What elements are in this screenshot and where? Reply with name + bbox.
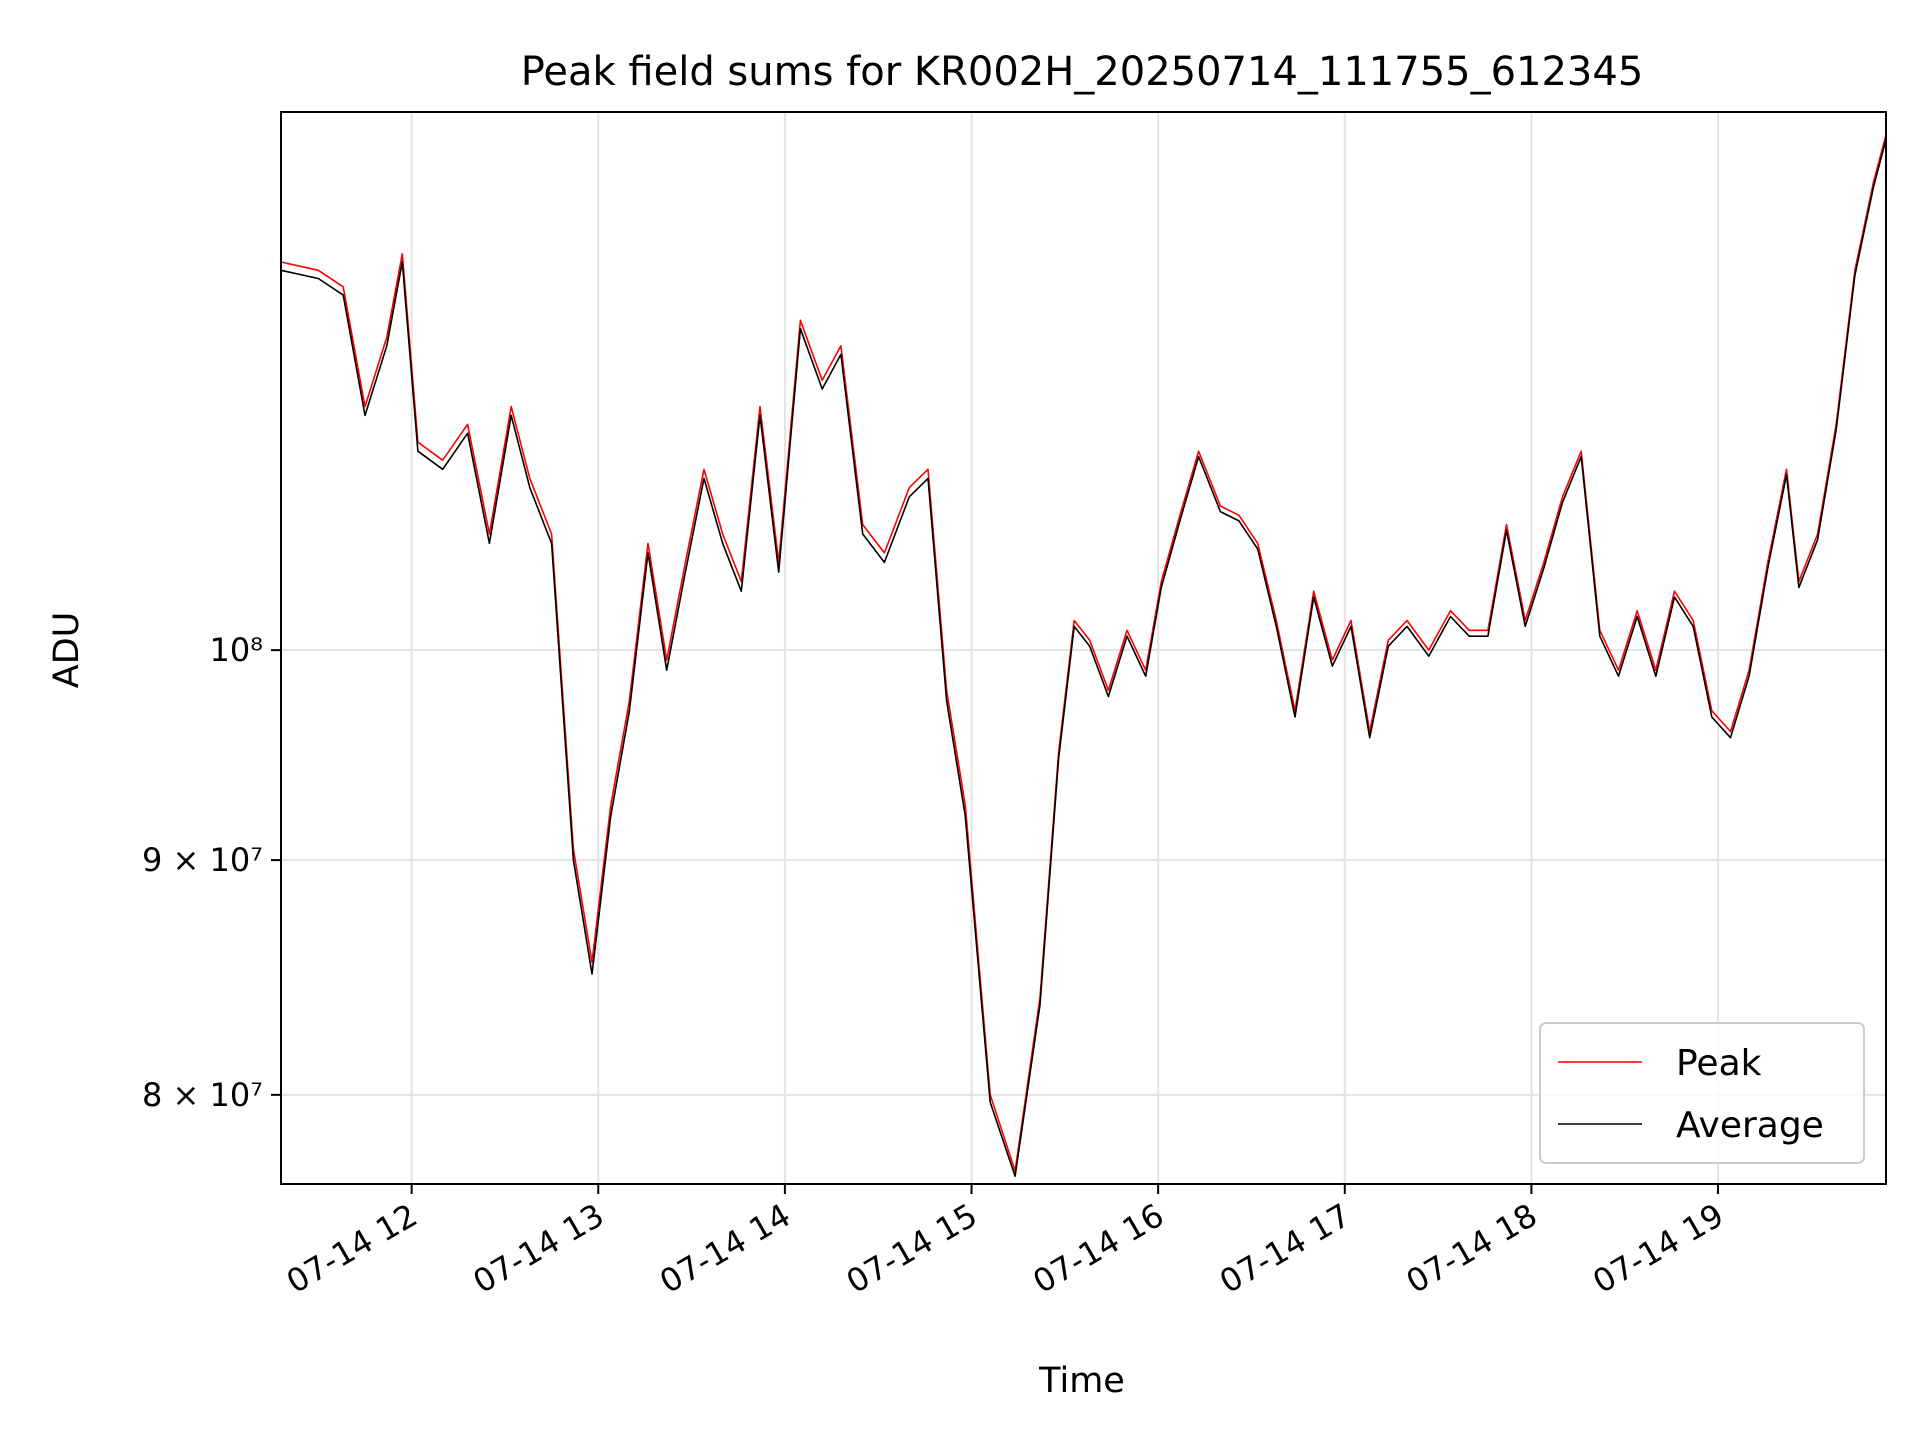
plot-frame: [280, 111, 1887, 1185]
plot-area: [281, 112, 1886, 1184]
series-line-average: [280, 139, 1887, 1177]
y-tick-label: 8 × 10⁷: [142, 1076, 263, 1114]
y-axis-ticks: 8 × 10⁷ 9 × 10⁷ 10⁸: [142, 631, 281, 1114]
legend: Peak Average: [1539, 1022, 1865, 1164]
y-tick-label: 10⁸: [209, 631, 263, 669]
series-layer: [280, 134, 1887, 1177]
legend-label: Peak: [1676, 1043, 1762, 1084]
legend-label: Average: [1676, 1105, 1824, 1146]
series-line-peak: [280, 134, 1887, 1172]
x-axis-label: Time: [1038, 1361, 1125, 1401]
legend-box: [1539, 1022, 1865, 1164]
y-tick-label: 9 × 10⁷: [142, 841, 263, 879]
y-axis-label: ADU: [47, 612, 87, 689]
chart-title: Peak field sums for KR002H_20250714_1117…: [521, 49, 1644, 95]
